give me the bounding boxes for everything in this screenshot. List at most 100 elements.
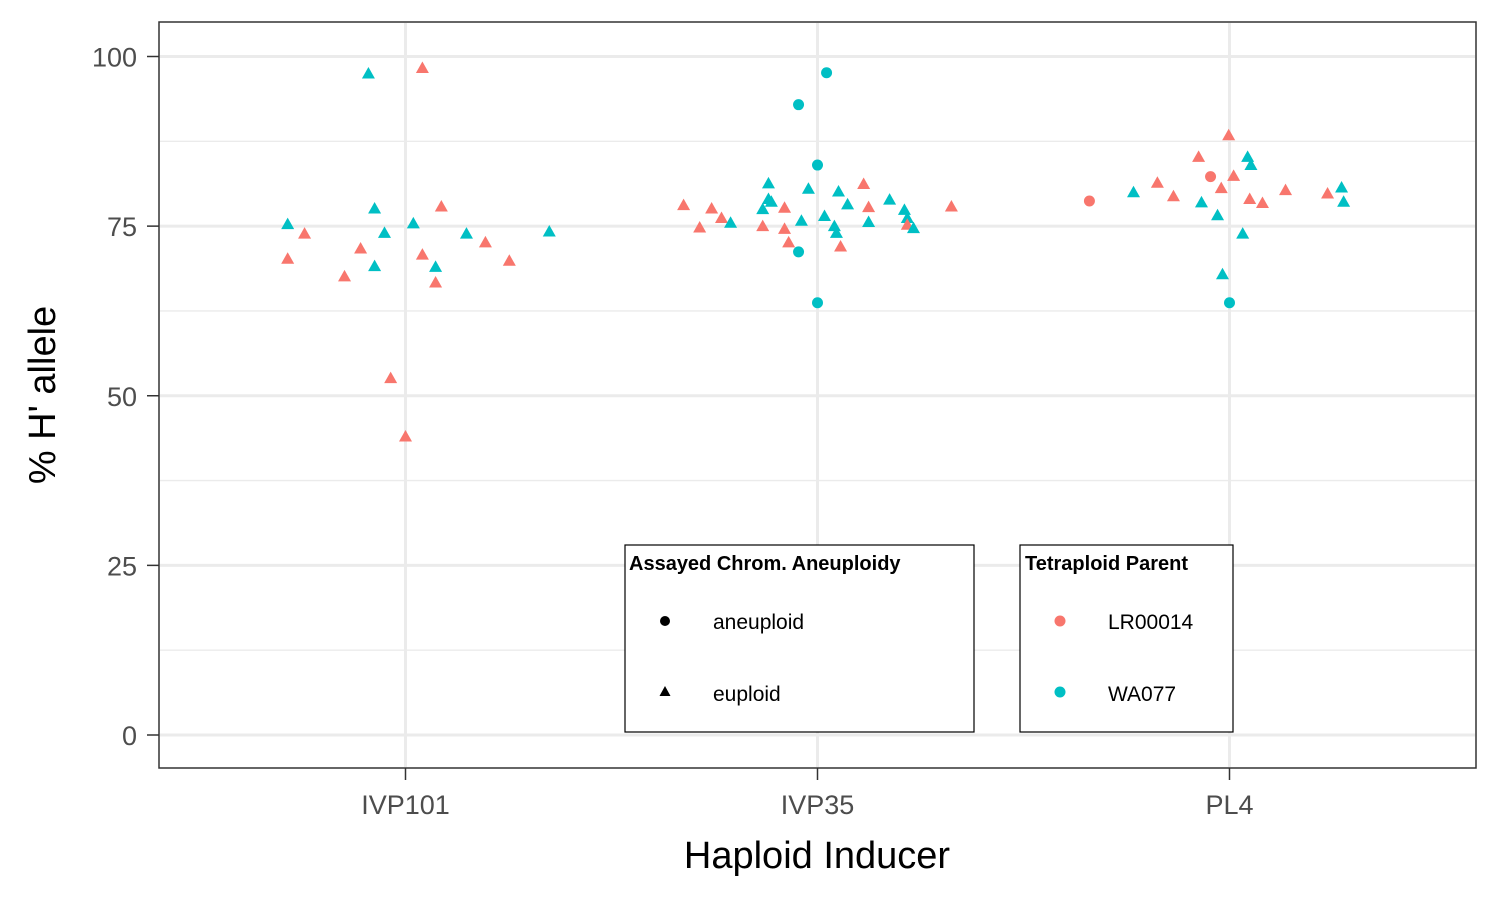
euploid-point <box>1127 185 1141 198</box>
euploid-point <box>897 203 911 215</box>
aneuploid-point <box>1224 297 1235 309</box>
y-axis: 0 25 50 75 100 <box>92 43 159 751</box>
euploid-point <box>361 66 375 79</box>
euploid-key-triangle <box>659 686 671 696</box>
color-legend-label-wa077: WA077 <box>1108 683 1176 706</box>
y-tick-label: 0 <box>122 721 137 751</box>
euploid-point <box>801 182 815 194</box>
aneuploid-key-circle <box>660 616 670 626</box>
y-tick-label: 25 <box>107 551 137 581</box>
euploid-point <box>693 220 707 233</box>
aneuploid-point <box>812 159 823 171</box>
aneuploid-point <box>1205 171 1217 183</box>
shape-legend-box <box>624 544 975 733</box>
euploid-point <box>1192 150 1206 162</box>
x-axis: IVP101 IVP35 PL4 <box>361 768 1254 820</box>
euploid-point <box>827 219 841 232</box>
euploid-point <box>281 252 295 264</box>
color-legend-box <box>1019 544 1234 733</box>
x-tick-label: IVP35 <box>781 790 855 820</box>
euploid-point <box>764 195 778 207</box>
wa077-key-circle <box>1054 686 1066 698</box>
euploid-point <box>459 227 473 239</box>
euploid-point <box>761 176 775 189</box>
euploid-point <box>502 254 516 266</box>
euploid-point <box>829 226 843 238</box>
euploid-point <box>1244 158 1258 171</box>
euploid-point <box>415 61 429 74</box>
euploid-point <box>705 201 719 214</box>
euploid-point <box>338 269 352 282</box>
euploid-point <box>862 215 876 228</box>
euploid-point <box>368 259 382 272</box>
euploid-point <box>782 235 796 248</box>
euploid-point <box>906 221 920 234</box>
aneuploid-point <box>812 297 823 309</box>
euploid-point <box>354 242 368 254</box>
euploid-point <box>794 214 808 226</box>
euploid-point <box>778 201 792 213</box>
euploid-point <box>434 199 448 212</box>
x-tick-label: PL4 <box>1205 790 1253 820</box>
data-points <box>281 61 1351 442</box>
euploid-point <box>542 225 556 237</box>
x-axis-title: Haploid Inducer <box>684 835 951 877</box>
color-legend: Tetraploid Parent LR00014 WA077 <box>1019 544 1234 733</box>
shape-legend: Assayed Chrom. Aneuploidy aneuploid eupl… <box>624 544 975 733</box>
y-tick-label: 75 <box>107 212 137 242</box>
euploid-point <box>1194 195 1208 208</box>
euploid-point <box>1321 187 1335 199</box>
euploid-point <box>1222 128 1236 141</box>
shape-legend-title: Assayed Chrom. Aneuploidy <box>629 553 901 575</box>
euploid-point <box>1279 183 1293 196</box>
y-axis-title: % H' allele <box>22 306 64 484</box>
euploid-point <box>756 202 770 215</box>
euploid-point <box>1211 208 1225 221</box>
y-tick-label: 100 <box>92 43 137 73</box>
euploid-point <box>883 193 897 205</box>
euploid-point <box>832 185 846 197</box>
shape-legend-label-euploid: euploid <box>713 683 781 706</box>
shape-legend-label-aneuploid: aneuploid <box>713 611 804 634</box>
euploid-point <box>377 226 391 238</box>
aneuploid-point <box>793 246 805 258</box>
euploid-point <box>724 216 738 228</box>
euploid-point <box>756 219 770 232</box>
euploid-point <box>677 198 691 211</box>
euploid-point <box>818 209 832 221</box>
euploid-point <box>1255 196 1269 209</box>
euploid-point <box>429 260 443 272</box>
euploid-point <box>841 197 855 210</box>
color-legend-title: Tetraploid Parent <box>1025 553 1188 575</box>
euploid-point <box>384 371 398 384</box>
aneuploid-point <box>821 67 833 79</box>
euploid-point <box>944 199 958 212</box>
euploid-point <box>478 235 492 248</box>
y-tick-label: 50 <box>107 382 137 412</box>
euploid-point <box>429 275 443 288</box>
euploid-point <box>1227 169 1241 181</box>
aneuploid-point <box>1083 195 1095 207</box>
x-tick-label: IVP101 <box>361 790 450 820</box>
euploid-point <box>399 429 412 442</box>
euploid-point <box>900 211 914 223</box>
color-legend-label-lr00014: LR00014 <box>1108 611 1194 634</box>
euploid-point <box>1243 192 1257 204</box>
euploid-point <box>1150 176 1164 188</box>
aneuploid-point <box>793 99 805 111</box>
euploid-point <box>281 217 295 230</box>
euploid-point <box>1166 189 1180 202</box>
euploid-point <box>406 216 420 229</box>
euploid-point <box>862 200 876 213</box>
euploid-point <box>1215 267 1229 280</box>
euploid-point <box>1214 181 1228 194</box>
euploid-point <box>1335 180 1349 193</box>
euploid-point <box>1236 227 1250 239</box>
euploid-point <box>715 211 729 223</box>
euploid-point <box>415 248 429 260</box>
euploid-point <box>857 177 871 190</box>
euploid-point <box>368 201 382 214</box>
euploid-point <box>834 239 848 252</box>
